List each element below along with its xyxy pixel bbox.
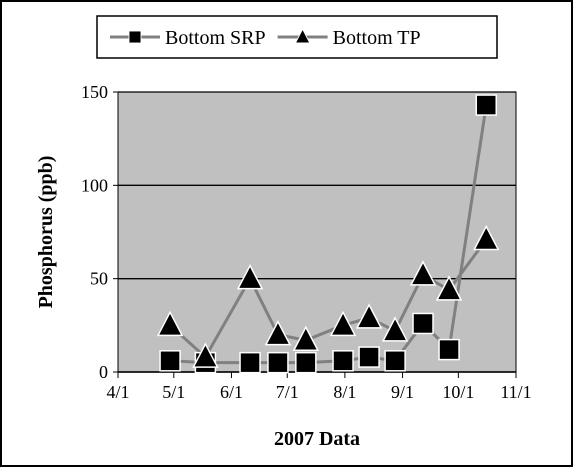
data-point <box>475 94 497 116</box>
y-tick-label: 50 <box>90 269 108 289</box>
y-axis-title: Phosphorus (ppb) <box>35 156 57 309</box>
legend-label: Bottom TP <box>333 27 421 49</box>
plot-area <box>117 91 517 373</box>
data-point <box>435 275 463 301</box>
legend: Bottom SRP Bottom TP <box>96 15 498 59</box>
data-point <box>329 310 357 337</box>
data-point <box>409 260 437 286</box>
data-point <box>473 224 500 251</box>
legend-label: Bottom SRP <box>165 27 266 49</box>
y-tick-label: 0 <box>99 362 108 382</box>
data-point <box>332 350 354 372</box>
x-tick-label: 10/1 <box>442 382 474 402</box>
data-point <box>438 338 460 361</box>
x-tick-label: 9/1 <box>391 382 414 402</box>
legend-marker <box>294 28 311 44</box>
data-point <box>384 350 406 372</box>
x-tick-label: 11/1 <box>500 382 531 402</box>
data-point <box>295 351 317 374</box>
data-point <box>355 303 383 329</box>
x-tick-label: 4/1 <box>106 382 129 402</box>
x-axis-title: 2007 Data <box>274 428 360 450</box>
y-tick-label: 100 <box>81 175 108 195</box>
data-point <box>156 310 184 337</box>
x-tick-label: 5/1 <box>162 382 185 402</box>
data-point <box>292 325 320 352</box>
data-point <box>236 264 264 290</box>
x-tick-label: 6/1 <box>220 382 243 402</box>
data-point <box>412 312 434 335</box>
data-point <box>159 350 181 372</box>
legend-marker <box>128 30 142 44</box>
data-point <box>192 342 219 368</box>
data-point <box>267 351 289 374</box>
y-tick-label: 150 <box>81 82 108 102</box>
data-point <box>264 320 292 346</box>
x-tick-label: 7/1 <box>276 382 299 402</box>
x-tick-label: 8/1 <box>333 382 356 402</box>
data-point <box>358 346 380 368</box>
data-point <box>239 351 261 374</box>
data-point <box>381 316 409 342</box>
